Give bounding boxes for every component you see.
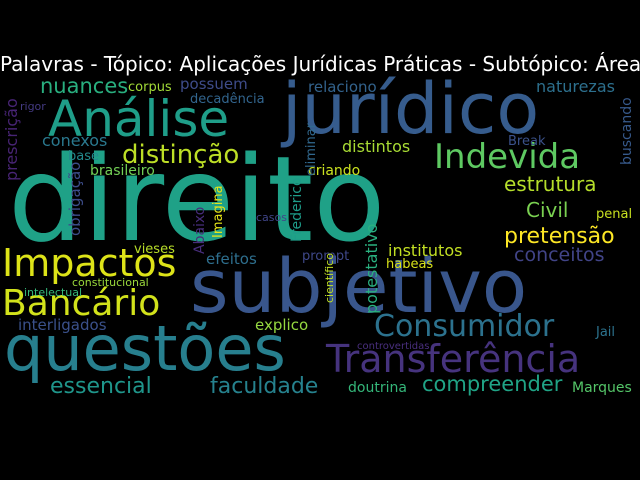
word-habeas: habeas (386, 257, 434, 272)
word-compreender: compreender (422, 372, 563, 396)
word-imagina: Imagina (211, 185, 226, 238)
word-distincao: distinção (122, 140, 240, 170)
word-conceitos: conceitos (514, 244, 605, 266)
word-doutrina: doutrina (348, 380, 407, 396)
word-obrigacao: obrigação (66, 161, 84, 236)
word-essencial: essencial (50, 374, 152, 399)
word-analise: Análise (48, 90, 230, 148)
word-bancario: Bancário (2, 283, 161, 324)
word-intelectual: intelectual (24, 286, 83, 299)
word-nuances: nuances (40, 74, 129, 98)
word-vieses: vieses (134, 242, 175, 257)
word-distintos: distintos (342, 137, 411, 156)
word-interligados: interligados (18, 316, 107, 334)
word-abaixo: Abaixo (192, 206, 208, 254)
word-criando: criando (308, 163, 361, 179)
word-prompt: prompt (302, 249, 350, 264)
word-prescricao: prescrição (2, 98, 21, 181)
word-estrutura: estrutura (504, 172, 597, 196)
word-buscando: buscando (619, 97, 635, 165)
word-institutos: institutos (388, 241, 463, 260)
word-cientifico: científico (323, 253, 336, 303)
word-indevida: Indevida (434, 137, 581, 177)
word-jail: Jail (596, 325, 616, 340)
word-base: base (68, 149, 99, 164)
word-possuem: possuem (180, 75, 248, 93)
word-eliminar: eliminar (304, 122, 319, 176)
word-transferencia: Transferência (326, 337, 581, 381)
word-marques: Marques (572, 380, 632, 396)
word-direito: direito (8, 130, 386, 268)
word-rigor: rigor (20, 100, 46, 113)
word-relaciono: relaciono (308, 78, 377, 96)
word-juridico: jurídico (282, 68, 540, 150)
word-decadencia: decadência (190, 92, 265, 107)
word-brasileiro: brasileiro (90, 163, 155, 179)
word-corpus: corpus (128, 80, 172, 95)
word-consumidor: Consumidor (374, 309, 555, 344)
word-civil: Civil (526, 198, 569, 222)
word-conexos: conexos (42, 131, 108, 150)
word-pretensao: pretensão (504, 224, 615, 249)
word-frederico: Frederico (289, 177, 305, 242)
word-faculdade: faculdade (210, 374, 319, 399)
word-efeitos: efeitos (206, 250, 257, 268)
word-potestativo: potestativo (362, 223, 381, 314)
word-casos: casos (256, 211, 287, 224)
word-controvertidas: controvertidas (357, 341, 430, 352)
word-break: Break (508, 134, 546, 149)
word-impactos: Impactos (2, 241, 177, 285)
word-questoes: questões (4, 312, 286, 385)
chart-title: Palavras - Tópico: Aplicações Jurídicas … (0, 52, 640, 76)
word-naturezas: naturezas (536, 77, 615, 96)
word-subjetivo: subjetivo (190, 244, 528, 330)
word-constitucional: constitucional (72, 276, 149, 289)
word-explico: explico (255, 316, 309, 334)
word-penal: penal (596, 207, 633, 222)
